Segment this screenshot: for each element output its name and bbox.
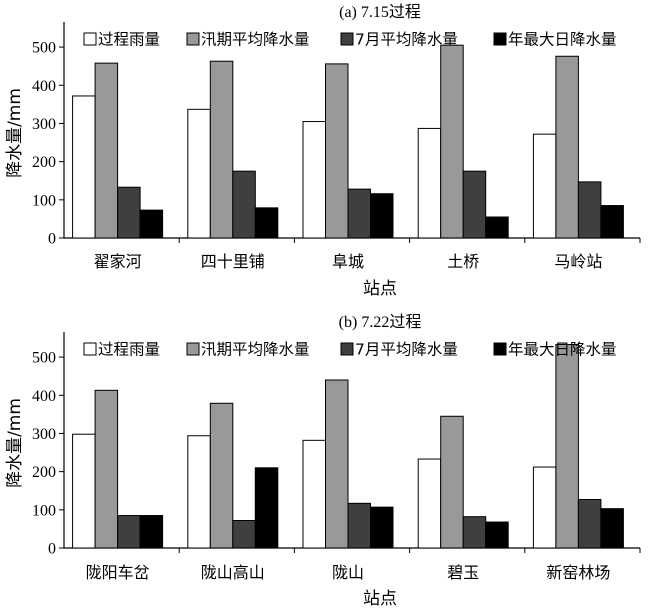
bar <box>417 127 442 239</box>
bar <box>325 379 349 549</box>
bar <box>532 133 557 239</box>
bar <box>72 95 96 239</box>
bar <box>600 508 624 549</box>
legend-swatch <box>493 32 507 46</box>
bar <box>232 170 256 239</box>
bar <box>117 186 141 239</box>
legend-swatch <box>340 32 354 46</box>
bar <box>347 188 371 239</box>
legend-label: 年最大日降水量 <box>508 31 617 49</box>
legend-label: 7月平均降水量 <box>355 341 458 359</box>
bar <box>555 343 579 549</box>
x-category-label: 陇阳车岔 <box>86 563 150 582</box>
bar <box>209 402 234 549</box>
bar <box>577 181 602 239</box>
bar <box>600 205 624 239</box>
y-tick-label: 200 <box>32 154 56 171</box>
x-category-label: 陇山 <box>332 563 364 582</box>
bar <box>555 55 579 239</box>
bar <box>94 389 119 549</box>
bar <box>187 435 211 549</box>
legend-label: 过程雨量 <box>98 31 160 49</box>
legend-label: 汛期平均降水量 <box>201 31 310 49</box>
y-tick-label: 400 <box>32 78 56 95</box>
legend-label: 过程雨量 <box>98 341 160 359</box>
legend-swatch <box>83 32 97 46</box>
legend-label: 年最大日降水量 <box>508 341 617 359</box>
x-axis-label: 站点 <box>363 279 397 299</box>
bar <box>187 108 211 239</box>
y-axis-label: 降水量/mm <box>5 88 25 178</box>
y-tick-label: 100 <box>32 192 56 209</box>
bar <box>577 499 602 549</box>
x-axis-label: 站点 <box>363 589 397 609</box>
bar <box>139 209 164 239</box>
x-category-label: 马岭站 <box>554 252 602 271</box>
y-tick-label: 300 <box>32 116 56 133</box>
x-category-label: 土桥 <box>447 252 479 271</box>
bar <box>462 170 487 239</box>
legend-swatch <box>493 342 507 356</box>
bar <box>254 207 279 239</box>
legend-label: 7月平均降水量 <box>355 31 458 49</box>
y-tick-label: 300 <box>32 426 56 443</box>
bar <box>440 44 464 239</box>
bar <box>370 193 394 239</box>
bar <box>232 520 256 549</box>
bar <box>209 60 234 239</box>
bar <box>462 516 487 549</box>
legend-swatch <box>186 342 200 356</box>
legend-swatch <box>83 342 97 356</box>
bar <box>302 439 326 549</box>
bar <box>347 502 371 549</box>
x-category-label: 新窑林场 <box>546 563 610 582</box>
bar <box>325 63 349 239</box>
y-tick-label: 200 <box>32 464 56 481</box>
bar <box>139 515 164 549</box>
x-category-label: 四十里铺 <box>201 252 265 271</box>
chart-panel-a: (a) 7.15过程 0 100 200 300 400 500 降水量/mm 翟家河 四十里铺 阜… <box>5 3 641 299</box>
y-tick-label: 500 <box>32 350 56 367</box>
y-tick-label: 500 <box>32 40 56 57</box>
bar <box>440 415 464 549</box>
x-category-label: 陇山高山 <box>201 563 265 582</box>
chart-title: (a) 7.15过程 <box>339 3 421 21</box>
bar <box>417 458 442 549</box>
bar <box>532 466 557 549</box>
chart-panel-b: (b) 7.22过程 0 100 200 300 400 500 降水量/mm 陇阳车岔 陇山高山… <box>5 313 641 609</box>
chart-title: (b) 7.22过程 <box>339 313 422 331</box>
legend-swatch <box>340 342 354 356</box>
bar <box>485 216 509 239</box>
y-tick-label: 0 <box>48 541 56 558</box>
bar <box>485 521 509 549</box>
bar <box>94 62 119 239</box>
bar <box>72 433 96 549</box>
x-category-label: 阜城 <box>332 252 364 271</box>
legend-label: 汛期平均降水量 <box>201 341 310 359</box>
bar <box>370 506 394 549</box>
y-tick-label: 400 <box>32 388 56 405</box>
legend-swatch <box>186 32 200 46</box>
y-axis-label: 降水量/mm <box>5 398 25 488</box>
bar <box>254 467 279 549</box>
y-tick-label: 0 <box>48 231 56 248</box>
bar <box>117 515 141 549</box>
y-tick-label: 100 <box>32 502 56 519</box>
x-category-label: 翟家河 <box>94 252 142 271</box>
bar <box>302 121 326 239</box>
x-category-label: 碧玉 <box>447 563 479 582</box>
